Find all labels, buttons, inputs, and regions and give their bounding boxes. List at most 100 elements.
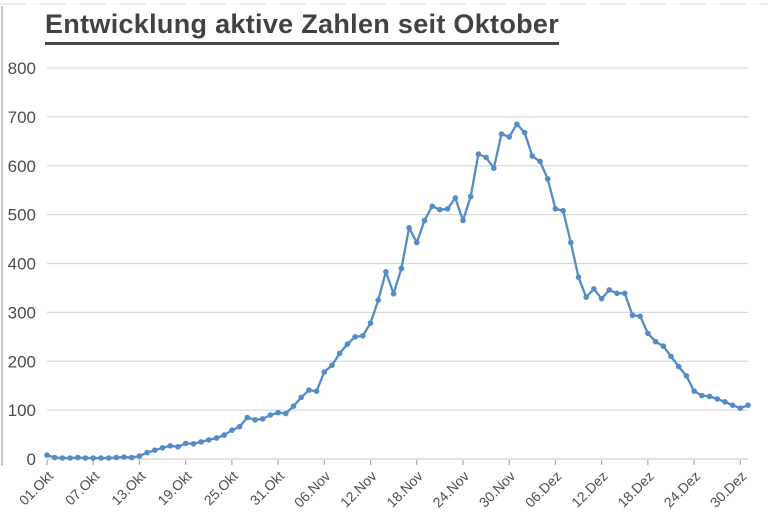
x-axis-label: 25.Okt <box>201 468 242 509</box>
data-point-marker <box>437 206 443 213</box>
data-point-marker <box>190 441 197 447</box>
data-point-marker <box>321 369 328 375</box>
data-point-marker <box>621 290 628 297</box>
data-point-marker <box>59 455 66 461</box>
x-axis-label: 30.Dez <box>707 468 750 511</box>
data-point-marker <box>406 225 412 231</box>
data-point-marker <box>352 334 358 340</box>
data-point-marker <box>737 405 744 412</box>
data-point-marker <box>652 338 659 345</box>
data-point-marker <box>414 239 420 246</box>
data-point-marker <box>390 291 397 297</box>
data-point-marker <box>51 454 58 461</box>
data-point-marker <box>252 417 258 423</box>
x-axis-label: 31.Okt <box>247 468 288 509</box>
x-axis-label: 30.Nov <box>476 468 519 511</box>
data-point-marker <box>267 412 274 418</box>
data-point-marker <box>560 207 566 214</box>
data-point-marker <box>629 312 636 319</box>
data-point-marker <box>44 452 50 458</box>
data-point-marker <box>159 445 166 451</box>
y-axis-label: 600 <box>8 157 36 176</box>
data-point-marker <box>90 455 96 461</box>
data-point-marker <box>375 297 382 304</box>
x-axis-label: 24.Dez <box>661 468 704 511</box>
data-point-marker <box>637 313 643 320</box>
data-point-marker <box>398 265 405 272</box>
data-point-marker <box>745 402 751 409</box>
data-point-marker <box>460 217 466 224</box>
data-point-marker <box>175 444 181 450</box>
x-axis-label: 06.Nov <box>291 468 334 511</box>
data-point-marker <box>121 454 127 460</box>
data-point-marker <box>75 454 81 461</box>
x-axis-label: 24.Nov <box>429 468 472 511</box>
data-point-marker <box>182 440 189 447</box>
x-axis-label: 13.Okt <box>108 468 149 509</box>
y-axis-label: 400 <box>8 255 36 274</box>
data-point-marker <box>722 399 728 405</box>
data-point-marker <box>444 206 451 212</box>
data-point-marker <box>568 239 574 246</box>
data-point-marker <box>229 427 235 434</box>
window-top-edge <box>0 3 768 5</box>
data-point-marker <box>198 439 204 445</box>
data-point-marker <box>467 193 474 200</box>
data-point-marker <box>213 435 220 441</box>
data-point-marker <box>729 402 736 409</box>
data-point-marker <box>298 394 305 401</box>
series-line <box>45 123 750 460</box>
data-point-marker <box>483 154 489 161</box>
data-point-marker <box>136 453 143 459</box>
data-point-marker <box>606 287 613 293</box>
data-point-marker <box>429 203 436 210</box>
chart-title: Entwicklung aktive Zahlen seit Oktober <box>45 9 560 45</box>
y-axis-label: 300 <box>8 303 36 322</box>
data-point-marker <box>144 449 150 456</box>
data-point-marker <box>498 131 505 137</box>
data-point-marker <box>236 423 243 430</box>
x-axis-label: 12.Nov <box>337 468 380 511</box>
data-point-marker <box>344 341 351 347</box>
data-point-marker <box>575 274 582 281</box>
data-point-marker <box>699 392 705 399</box>
data-point-marker <box>128 454 135 461</box>
data-point-marker <box>360 333 366 339</box>
x-axis-label: 12.Dez <box>568 468 611 511</box>
data-point-marker <box>313 388 320 394</box>
data-point-marker <box>475 151 482 157</box>
data-point-marker <box>491 165 497 171</box>
data-point-marker <box>691 388 697 394</box>
window-left-edge <box>1 6 3 466</box>
y-axis-label: 700 <box>8 108 36 127</box>
data-point-marker <box>259 416 266 422</box>
data-point-marker <box>544 176 551 182</box>
data-point-marker <box>714 396 720 402</box>
x-axis-label: 18.Dez <box>614 468 657 511</box>
x-axis-label: 19.Okt <box>154 468 195 509</box>
data-point-marker <box>660 343 667 349</box>
data-point-marker <box>244 414 251 421</box>
x-axis-label: 06.Dez <box>522 468 565 511</box>
data-point-marker <box>221 432 227 438</box>
data-point-marker <box>367 320 374 326</box>
data-point-marker <box>98 455 104 461</box>
y-axis-label: 0 <box>27 450 36 469</box>
data-point-marker <box>675 363 682 370</box>
x-axis-label: 07.Okt <box>62 468 103 509</box>
y-axis-label: 800 <box>8 59 36 78</box>
data-point-marker <box>167 443 174 449</box>
data-point-marker <box>552 206 559 212</box>
data-point-marker <box>206 437 212 443</box>
data-point-marker <box>67 455 73 461</box>
data-point-marker <box>421 217 428 224</box>
data-point-marker <box>683 373 690 379</box>
y-axis-label: 100 <box>8 401 36 420</box>
data-point-marker <box>668 353 674 360</box>
data-point-marker <box>452 195 459 201</box>
data-point-marker <box>645 330 651 337</box>
x-axis-label: 01.Okt <box>16 468 57 509</box>
data-point-marker <box>506 134 512 140</box>
